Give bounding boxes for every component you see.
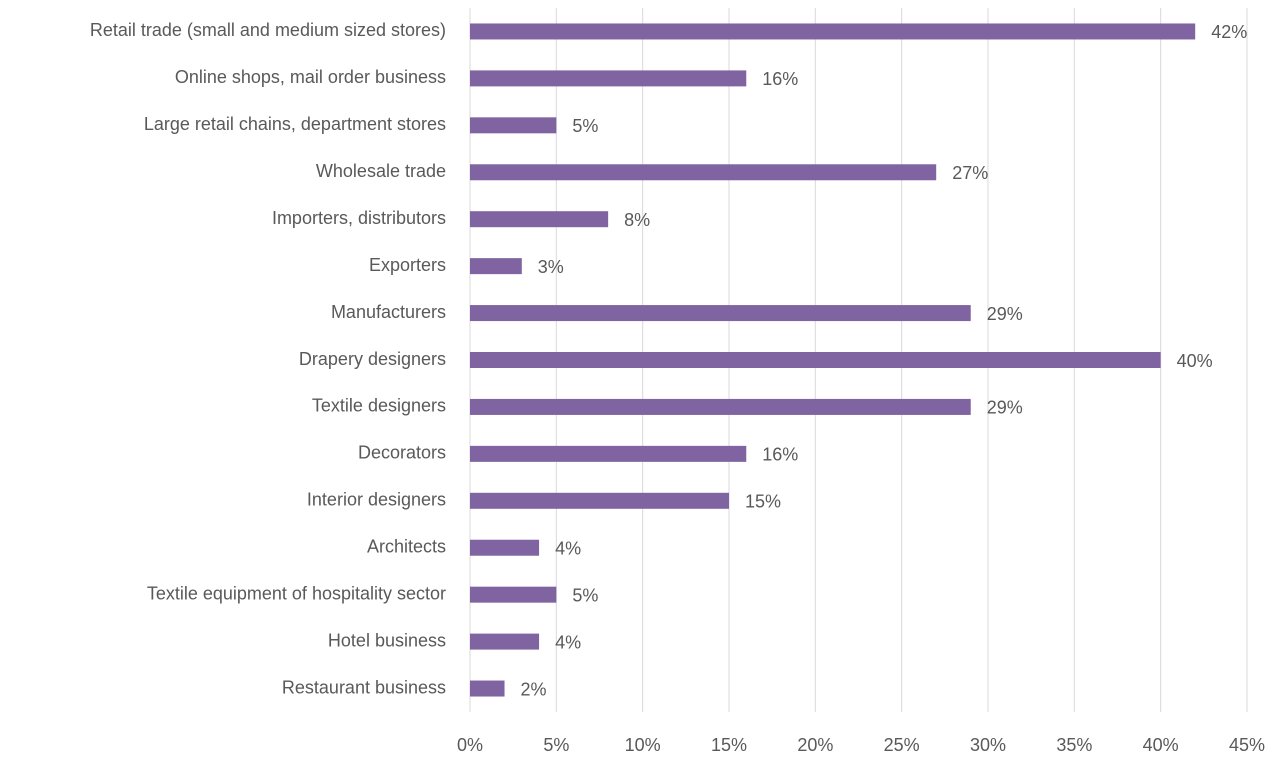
x-tick-label: 10% — [625, 735, 661, 755]
x-tick-label: 20% — [797, 735, 833, 755]
bar — [470, 164, 937, 181]
y-tick-label: Retail trade (small and medium sized sto… — [90, 20, 446, 40]
data-label: 27% — [952, 163, 988, 183]
bar — [470, 398, 971, 415]
x-tick-label: 35% — [1056, 735, 1092, 755]
y-tick-label: Wholesale trade — [316, 161, 446, 181]
bar — [470, 352, 1161, 368]
bar — [470, 586, 557, 603]
data-label: 29% — [987, 398, 1023, 418]
x-tick-label: 0% — [457, 735, 483, 755]
x-tick-label: 45% — [1229, 735, 1265, 755]
y-tick-label: Interior designers — [307, 490, 446, 510]
bar — [470, 70, 747, 87]
y-tick-label: Drapery designers — [299, 349, 446, 369]
bar — [470, 680, 505, 697]
data-label: 40% — [1177, 351, 1213, 371]
bar — [470, 211, 609, 228]
data-label: 29% — [987, 304, 1023, 324]
x-tick-label: 15% — [711, 735, 747, 755]
y-tick-label: Architects — [367, 536, 446, 556]
data-label: 5% — [572, 585, 598, 605]
y-tick-label: Large retail chains, department stores — [144, 114, 446, 134]
bar — [470, 258, 522, 275]
y-tick-label: Online shops, mail order business — [175, 67, 446, 87]
data-label: 8% — [624, 210, 650, 230]
x-tick-label: 40% — [1143, 735, 1179, 755]
bar — [470, 492, 729, 509]
data-label: 4% — [555, 538, 581, 558]
y-tick-label: Textile designers — [312, 396, 446, 416]
bar — [470, 445, 747, 462]
bar — [470, 23, 1196, 40]
x-tick-label: 25% — [884, 735, 920, 755]
data-label: 5% — [572, 116, 598, 136]
y-tick-label: Textile equipment of hospitality sector — [147, 583, 446, 603]
data-label: 4% — [555, 632, 581, 652]
data-label: 2% — [521, 679, 547, 699]
data-label: 16% — [762, 445, 798, 465]
y-tick-label: Decorators — [358, 443, 446, 463]
bar — [470, 633, 540, 650]
y-tick-label: Hotel business — [328, 630, 446, 650]
bar — [470, 117, 557, 134]
data-label: 42% — [1211, 22, 1247, 42]
data-label: 16% — [762, 69, 798, 89]
bar — [470, 305, 971, 322]
y-tick-label: Manufacturers — [331, 302, 446, 322]
y-tick-label: Importers, distributors — [272, 208, 446, 228]
bar — [470, 539, 540, 556]
x-tick-label: 5% — [543, 735, 569, 755]
y-tick-label: Restaurant business — [282, 677, 446, 697]
y-tick-label: Exporters — [369, 255, 446, 275]
data-label: 3% — [538, 257, 564, 277]
data-label: 15% — [745, 492, 781, 512]
x-tick-label: 30% — [970, 735, 1006, 755]
